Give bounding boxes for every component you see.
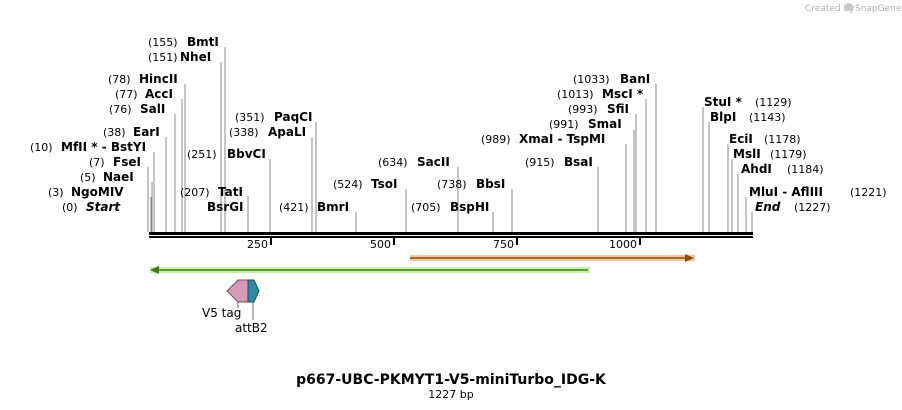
site-pos: (1184) [787, 163, 824, 176]
site-pos: (3) [48, 186, 64, 199]
site-pos: (1221) [850, 186, 887, 199]
site-bmri: BmrI [317, 200, 349, 214]
sequence-title: p667-UBC-PKMYT1-V5-miniTurbo_IDG-K [296, 372, 607, 388]
site-sfii: SfiI [607, 102, 629, 116]
site-pos: (207) [180, 186, 210, 199]
sequence-length: 1227 bp [428, 388, 473, 401]
site-hincii: HincII [139, 72, 178, 86]
orf-orange-arrow [410, 254, 695, 262]
site-bani: BanI [620, 72, 650, 86]
site-stui: StuI * [704, 95, 743, 109]
site-pos: (915) [525, 156, 555, 169]
site-nhei: NheI [180, 50, 211, 64]
site-pos: (989) [481, 133, 511, 146]
site-pos: (251) [187, 148, 217, 161]
site-sacii: SacII [417, 155, 450, 169]
site-pos: (1143) [749, 111, 786, 124]
site-fsei: FseI [113, 155, 141, 169]
site-pos: (1129) [755, 96, 792, 109]
site-blpi: BlpI [710, 110, 736, 124]
credit-brand: SnapGene [855, 4, 902, 14]
site-pos: (151) [148, 51, 178, 64]
site-msli: MslI [733, 147, 761, 161]
site-pos: (705) [411, 201, 441, 214]
site-pos: (1178) [764, 133, 801, 146]
site-smai: SmaI [588, 117, 622, 131]
site-xmai-tspmi: XmaI - TspMI [519, 132, 605, 146]
site-paqci: PaqCI [274, 110, 312, 124]
site-pos: (421) [279, 201, 309, 214]
site-pos: (1013) [557, 88, 594, 101]
site-pos: (338) [229, 126, 259, 139]
site-bsai: BsaI [564, 155, 593, 169]
site-bmti: BmtI [187, 35, 219, 49]
site-pos: (1033) [573, 73, 610, 86]
site-bbsi: BbsI [476, 177, 505, 191]
site-end: End [755, 200, 781, 214]
site-msci: MscI * [602, 87, 644, 101]
credit-prefix: Created by [805, 4, 855, 14]
site-tati: TatI [218, 185, 243, 199]
site-pos: (78) [108, 73, 131, 86]
feature-label-attb2: attB2 [235, 321, 268, 335]
site-start: Start [86, 200, 121, 214]
site-pos: (38) [103, 126, 126, 139]
snapgene-logo-icon [845, 3, 853, 11]
site-pos: (351) [235, 111, 265, 124]
site-lines [147, 47, 753, 232]
site-pos: (1179) [770, 148, 807, 161]
site-tsoi: TsoI [371, 177, 397, 191]
site-pos: (5) [80, 171, 96, 184]
ruler-tick-label: 250 [247, 238, 268, 251]
site-pos: (155) [148, 36, 178, 49]
site-ahdi: AhdI [741, 162, 772, 176]
ruler-tick-label: 750 [493, 238, 514, 251]
feature-label-v5-tag: V5 tag [202, 306, 241, 320]
site-pos: (993) [568, 103, 598, 116]
site-pos: (77) [115, 88, 138, 101]
site-pos: (1227) [794, 201, 831, 214]
sequence-backbone [149, 232, 753, 238]
site-bsrgi: BsrGI [207, 200, 244, 214]
ruler-tick-label: 500 [370, 238, 391, 251]
site-bbvci: BbvCI [227, 147, 266, 161]
orf-green-arrow [150, 266, 590, 274]
site-apali: ApaLI [268, 125, 306, 139]
site-pos: (524) [333, 178, 363, 191]
site-mlui-afliii: MluI - AflIII [749, 185, 823, 199]
site-pos: (738) [437, 178, 467, 191]
site-pos: (76) [109, 103, 132, 116]
site-ngomiv: NgoMIV [71, 185, 124, 199]
site-pos: (7) [89, 156, 105, 169]
site-sali: SalI [140, 102, 165, 116]
site-pos: (0) [62, 201, 78, 214]
feature-attb2 [247, 279, 260, 303]
site-mfii-bstyi: MfII * - BstYI [61, 140, 146, 154]
ruler-tick-label: 1000 [609, 238, 637, 251]
site-pos: (634) [378, 156, 408, 169]
ruler: 250 500 750 1000 [247, 238, 641, 251]
site-acci: AccI [145, 87, 173, 101]
site-naei: NaeI [103, 170, 134, 184]
feature-v5-tag [226, 279, 249, 303]
site-ecii: EciI [729, 132, 753, 146]
site-eari: EarI [133, 125, 160, 139]
site-pos: (991) [549, 118, 579, 131]
site-bsphi: BspHI [450, 200, 489, 214]
site-pos: (10) [30, 141, 53, 154]
